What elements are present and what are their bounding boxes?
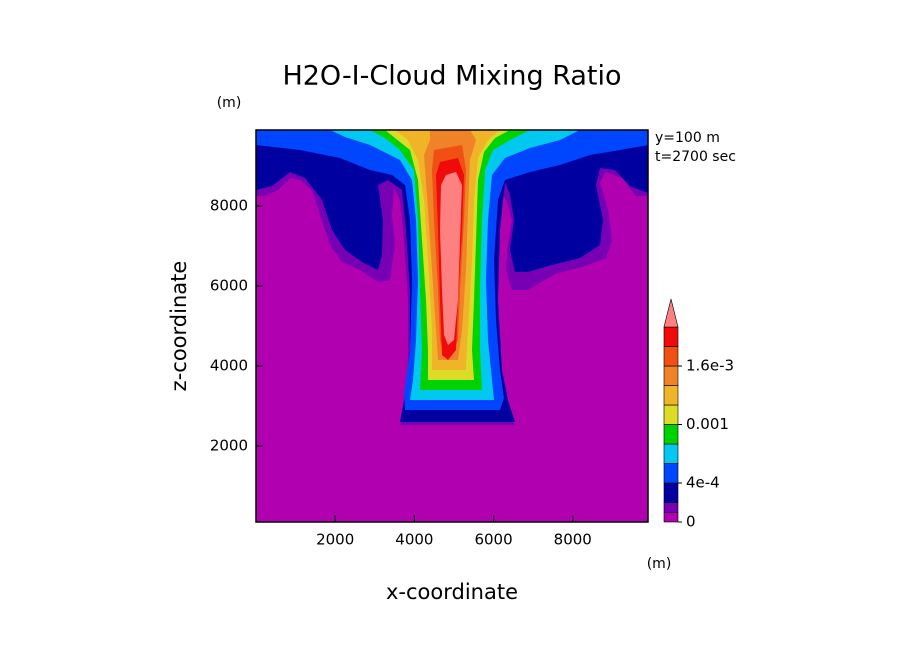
colorbar-box xyxy=(663,385,679,406)
x-tick-label: 8000 xyxy=(554,531,592,549)
x-axis-label: x-coordinate xyxy=(386,580,518,604)
contour-field xyxy=(256,130,648,522)
colorbar-box xyxy=(663,463,679,484)
x-tick-label: 2000 xyxy=(316,531,354,549)
y-tick-label: 4000 xyxy=(210,357,248,375)
colorbar-box xyxy=(663,365,679,386)
colorbar-box xyxy=(663,346,679,367)
colorbar-box xyxy=(663,482,679,503)
colorbar-box xyxy=(663,404,679,425)
y-axis-label: z-coordinate xyxy=(167,261,191,392)
annotation: y=100 m xyxy=(655,130,720,146)
colorbar-label: 0.001 xyxy=(686,415,729,433)
chart-title: H2O-I-Cloud Mixing Ratio xyxy=(282,61,621,92)
colorbar-box xyxy=(663,326,679,347)
colorbar-label: 4e-4 xyxy=(686,474,720,492)
colorbar-label: 1.6e-3 xyxy=(686,357,734,375)
annotation: t=2700 sec xyxy=(655,149,736,165)
colorbar-box xyxy=(663,443,679,464)
colorbar-box xyxy=(663,502,679,513)
colorbar-label: 0 xyxy=(686,513,696,531)
contour-region xyxy=(440,172,462,345)
colorbar-extension xyxy=(663,298,679,328)
y-tick-label: 8000 xyxy=(210,197,248,215)
x-tick-label: 6000 xyxy=(474,531,512,549)
y-unit: (m) xyxy=(217,95,242,111)
y-tick-label: 6000 xyxy=(210,277,248,295)
colorbar-box xyxy=(663,511,679,523)
y-tick-label: 2000 xyxy=(210,437,248,455)
colorbar-box xyxy=(663,424,679,445)
plot-frame xyxy=(255,129,649,523)
x-tick-label: 4000 xyxy=(395,531,433,549)
x-unit: (m) xyxy=(647,556,672,572)
